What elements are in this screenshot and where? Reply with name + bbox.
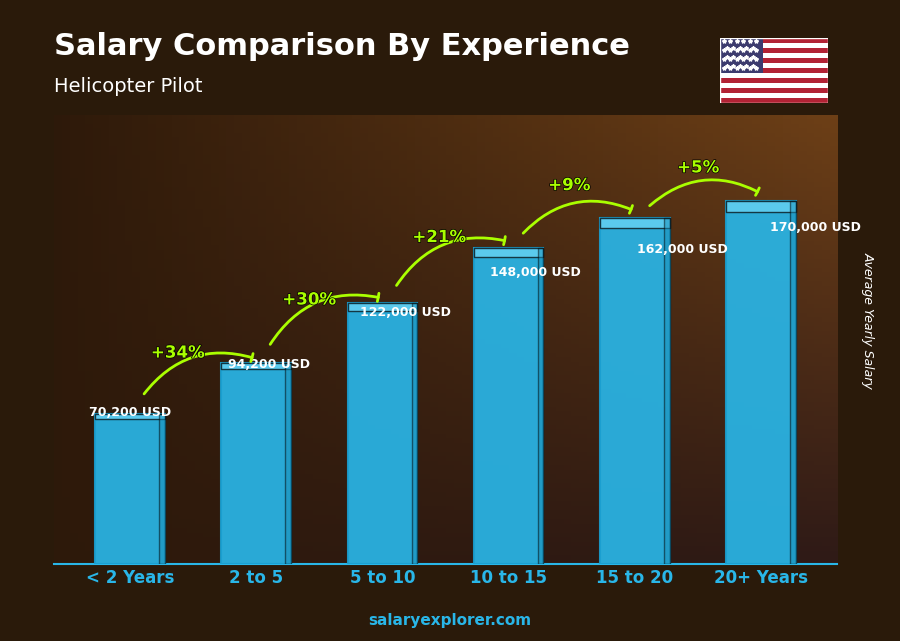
FancyBboxPatch shape <box>221 363 291 369</box>
FancyBboxPatch shape <box>95 414 165 419</box>
Bar <box>720 44 828 48</box>
FancyBboxPatch shape <box>285 363 291 564</box>
FancyBboxPatch shape <box>664 218 670 564</box>
Bar <box>720 97 828 103</box>
Text: +9%: +9% <box>548 176 590 194</box>
Bar <box>720 53 828 58</box>
Bar <box>720 88 828 93</box>
Text: 94,200 USD: 94,200 USD <box>229 358 310 371</box>
Text: Helicopter Pilot: Helicopter Pilot <box>54 77 202 96</box>
Bar <box>720 48 828 53</box>
Bar <box>720 38 763 73</box>
Text: 162,000 USD: 162,000 USD <box>637 243 728 256</box>
Text: Average Yearly Salary: Average Yearly Salary <box>862 252 875 389</box>
FancyBboxPatch shape <box>600 218 670 228</box>
Bar <box>720 93 828 97</box>
Bar <box>347 303 417 564</box>
FancyBboxPatch shape <box>538 248 544 564</box>
Bar <box>726 201 796 564</box>
FancyBboxPatch shape <box>726 201 796 212</box>
Bar <box>720 63 828 68</box>
Bar <box>720 83 828 88</box>
Bar <box>720 78 828 83</box>
FancyBboxPatch shape <box>347 303 417 312</box>
FancyBboxPatch shape <box>790 201 796 564</box>
Text: Salary Comparison By Experience: Salary Comparison By Experience <box>54 32 630 61</box>
Bar <box>720 73 828 78</box>
Bar <box>720 68 828 73</box>
Text: +30%: +30% <box>283 290 336 308</box>
Text: +21%: +21% <box>412 228 466 246</box>
FancyBboxPatch shape <box>159 414 165 564</box>
Bar <box>720 38 828 44</box>
Bar <box>221 363 291 564</box>
Bar <box>720 58 828 63</box>
Text: +5%: +5% <box>677 158 719 176</box>
Text: 70,200 USD: 70,200 USD <box>89 406 172 419</box>
FancyBboxPatch shape <box>474 248 544 257</box>
Bar <box>600 218 670 564</box>
Text: 170,000 USD: 170,000 USD <box>770 221 861 233</box>
Bar <box>95 414 165 564</box>
Text: salaryexplorer.com: salaryexplorer.com <box>368 613 532 628</box>
Text: 148,000 USD: 148,000 USD <box>490 267 580 279</box>
FancyBboxPatch shape <box>411 303 417 564</box>
Bar <box>474 248 544 564</box>
Text: 122,000 USD: 122,000 USD <box>360 306 451 319</box>
Text: +34%: +34% <box>151 344 204 362</box>
